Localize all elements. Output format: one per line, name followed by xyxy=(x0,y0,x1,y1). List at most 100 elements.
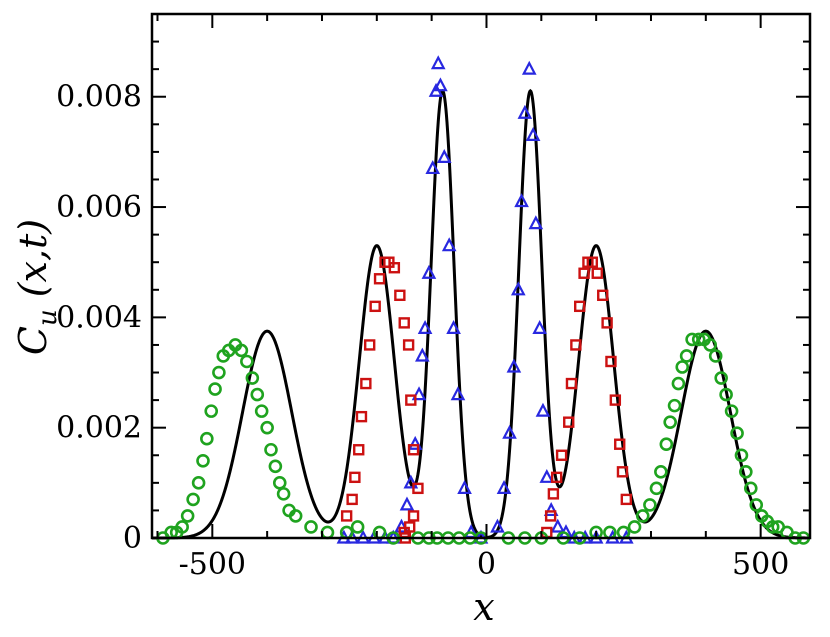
circle-marker xyxy=(765,520,780,534)
y-tick-label: 0.002 xyxy=(56,411,142,446)
x-tick-label: -500 xyxy=(179,547,246,582)
circle-marker xyxy=(627,520,642,534)
square-marker xyxy=(346,493,358,506)
y-axis-label-args: (x,t) xyxy=(11,219,55,297)
square-marker xyxy=(394,289,406,302)
square-marker xyxy=(405,394,417,406)
triangle-marker xyxy=(403,474,419,489)
triangle-marker xyxy=(528,215,544,230)
y-tick-label: 0.004 xyxy=(56,300,142,335)
circle-marker xyxy=(350,520,365,534)
square-marker xyxy=(544,510,557,522)
triangle-marker xyxy=(430,55,446,70)
circle-marker xyxy=(204,404,219,418)
circle-marker xyxy=(276,487,291,501)
circle-marker xyxy=(254,404,269,418)
square-marker xyxy=(609,394,622,406)
triangle-marker xyxy=(399,496,415,511)
circle-marker xyxy=(649,481,664,496)
circle-marker xyxy=(654,465,668,479)
triangle-marker xyxy=(421,264,437,279)
axes-group xyxy=(150,12,812,540)
tick-labels-group: 0 0.002 0.004 0.006 0.008 -500 0 500 xyxy=(56,80,789,582)
circle-marker xyxy=(659,437,674,452)
triangle-marker xyxy=(550,518,566,533)
square-marker xyxy=(614,438,626,450)
plot-frame xyxy=(150,12,812,540)
x-tick-label: 0 xyxy=(477,547,496,582)
circle-marker xyxy=(635,509,650,523)
square-marker xyxy=(563,416,575,428)
triangle-marker xyxy=(543,502,559,517)
square-marker xyxy=(412,482,424,495)
triangle-marker xyxy=(502,424,517,439)
square-marker xyxy=(407,510,420,522)
square-marker xyxy=(340,510,353,522)
circle-marker xyxy=(743,481,758,496)
circle-marker xyxy=(186,492,200,507)
square-marker xyxy=(578,267,590,279)
circle-marker xyxy=(734,448,749,463)
y-axis-label-main: C xyxy=(11,326,55,355)
circle-marker xyxy=(245,371,260,385)
circle-marker xyxy=(260,420,274,435)
triangle-marker xyxy=(411,386,427,401)
square-marker xyxy=(550,471,563,484)
square-marker xyxy=(574,300,586,313)
circle-marker xyxy=(749,498,764,512)
square-marker xyxy=(398,317,410,329)
x-axis-label: x xyxy=(473,585,494,629)
y-axis-label-subscript: u xyxy=(33,309,63,326)
square-marker xyxy=(353,444,365,456)
square-marker xyxy=(373,273,386,285)
circle-marker xyxy=(679,349,694,363)
square-marker xyxy=(605,355,617,368)
triangle-marker xyxy=(535,402,551,417)
square-marker xyxy=(369,300,381,313)
data-markers-group xyxy=(156,55,811,545)
square-marker xyxy=(620,493,633,506)
y-tick-label: 0.006 xyxy=(56,190,142,225)
y-tick-label: 0.008 xyxy=(56,80,142,115)
square-marker xyxy=(616,466,629,478)
square-marker xyxy=(407,444,420,456)
triangle-marker xyxy=(425,160,441,175)
circle-marker xyxy=(191,476,206,490)
square-marker xyxy=(402,339,415,351)
triangle-marker xyxy=(525,126,541,141)
circle-marker xyxy=(175,520,189,534)
circle-marker xyxy=(663,415,677,429)
triangle-marker xyxy=(490,518,505,533)
circle-marker xyxy=(739,465,753,479)
circle-marker xyxy=(288,509,303,523)
circle-marker xyxy=(196,453,210,468)
square-marker xyxy=(586,256,599,268)
circle-marker xyxy=(208,382,222,396)
triangle-marker xyxy=(517,104,533,119)
triangle-marker xyxy=(441,237,457,252)
circle-marker xyxy=(708,349,723,363)
circle-marker xyxy=(643,498,657,512)
square-marker xyxy=(597,289,609,302)
circle-marker xyxy=(268,459,283,474)
square-marker xyxy=(570,339,582,351)
circle-marker xyxy=(719,387,733,402)
triangle-marker xyxy=(415,347,430,362)
circle-marker xyxy=(703,338,718,352)
model-curve-line xyxy=(152,88,810,540)
circle-marker xyxy=(675,360,690,374)
square-marker xyxy=(555,449,568,461)
triangle-marker xyxy=(539,468,555,483)
circle-marker xyxy=(691,332,706,347)
circle-marker xyxy=(200,431,214,446)
triangle-marker xyxy=(457,479,472,494)
x-tick-label: 500 xyxy=(732,547,789,582)
triangle-marker xyxy=(532,320,547,334)
circle-marker xyxy=(724,404,739,418)
circle-marker xyxy=(264,442,278,457)
triangle-marker xyxy=(506,358,522,373)
triangle-marker xyxy=(496,479,512,494)
circle-marker xyxy=(180,509,195,523)
triangle-marker xyxy=(510,281,526,296)
